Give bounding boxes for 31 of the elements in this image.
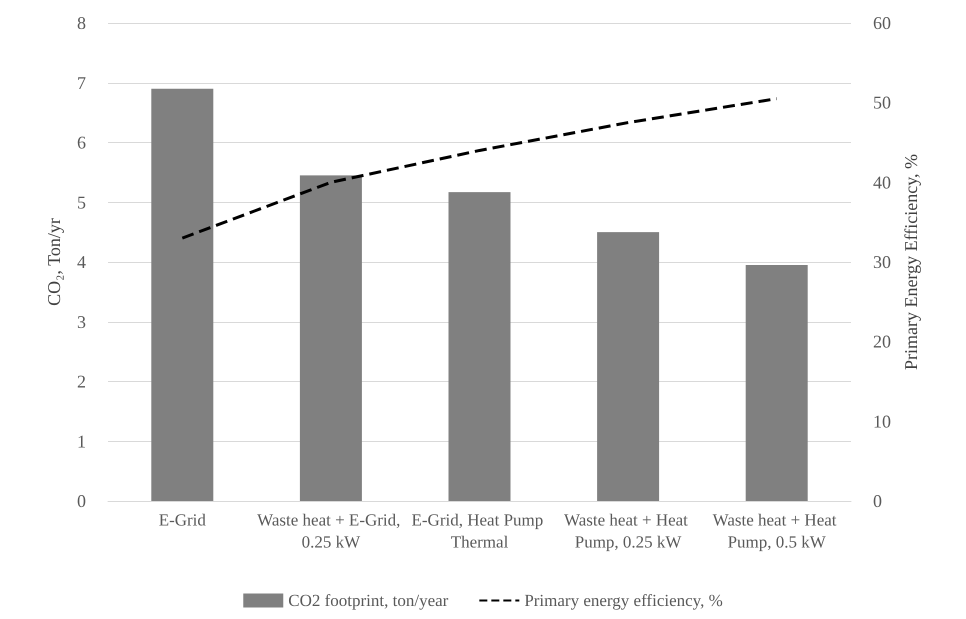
bar (597, 232, 660, 501)
y-tick-label: 7 (77, 72, 86, 93)
x-tick-label: Waste heat + Heat Pump, 0.5 kW (712, 510, 841, 552)
y2-axis-title: Primary Energy Efficiency, % (900, 154, 921, 370)
y2-tick-label: 40 (873, 172, 891, 192)
bar (448, 192, 510, 501)
x-tick-label: E-Grid, Heat Pump Thermal (412, 510, 548, 552)
line-series (180, 97, 778, 240)
y-tick-label: 6 (77, 132, 86, 152)
y-tick-label: 3 (77, 312, 86, 332)
y2-tick-label: 30 (873, 252, 891, 272)
bar (151, 88, 214, 501)
y2-tick-label: 60 (873, 13, 891, 33)
y-axis-title: CO₂, Ton/yr (44, 218, 64, 306)
y-tick-label: 1 (77, 431, 86, 452)
y-tick-label: 0 (77, 491, 86, 511)
x-tick-label: Waste heat + Heat Pump, 0.25 kW (564, 510, 692, 552)
y-tick-label: 5 (77, 192, 86, 212)
legend-label: Primary energy efficiency, % (524, 591, 723, 610)
y2-tick-label: 50 (873, 92, 891, 113)
bar (746, 264, 808, 501)
x-tick-label: Waste heat + E-Grid, 0.25 kW (257, 510, 405, 552)
y-tick-label: 4 (77, 252, 86, 272)
y2-tick-label: 10 (873, 411, 891, 432)
y2-tick-label: 20 (873, 332, 891, 352)
legend-label: CO2 footprint, ton/year (288, 591, 449, 610)
y-tick-label: 8 (77, 13, 86, 33)
y-tick-label: 2 (77, 372, 86, 392)
bar (300, 175, 362, 501)
x-tick-label: E-Grid (158, 510, 206, 530)
y2-tick-label: 0 (873, 491, 882, 511)
